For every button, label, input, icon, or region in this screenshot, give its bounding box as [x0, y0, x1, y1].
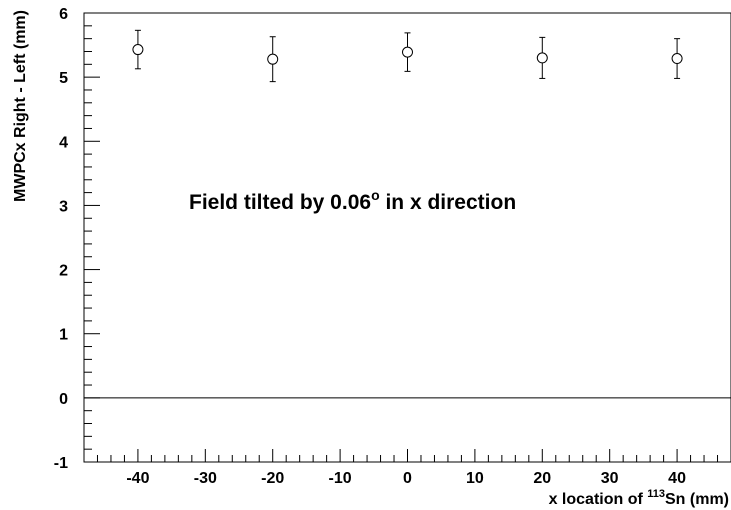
y-tick-label: 4	[59, 134, 68, 151]
annotation: Field tilted by 0.06o in x direction	[189, 187, 516, 214]
x-tick-label: 30	[601, 470, 619, 487]
point-marker	[671, 53, 683, 65]
y-axis-tick-labels: -1 0 1 2 3 4 5 6	[54, 6, 68, 472]
y-tick-label: 0	[59, 391, 68, 408]
x-tick-label: 20	[533, 470, 551, 487]
annotation-text-end: in x direction	[380, 191, 517, 214]
x-tick-label: -30	[194, 470, 217, 487]
x-axis-title-text-end: Sn (mm)	[665, 491, 729, 508]
data-point	[132, 29, 144, 70]
x-axis-ticks	[83, 449, 731, 462]
y-tick-label: -1	[54, 455, 68, 472]
point-marker	[536, 52, 548, 64]
y-tick-label: 6	[59, 6, 68, 23]
y-tick-label: 5	[59, 70, 68, 87]
data-point	[671, 38, 683, 79]
y-tick-label: 2	[59, 263, 68, 280]
x-tick-label: 10	[466, 470, 484, 487]
x-tick-label: 0	[403, 470, 412, 487]
y-axis-ticks	[84, 12, 100, 463]
x-axis-title-superscript: 113	[647, 488, 665, 500]
x-axis-title-text: x location of	[549, 491, 648, 508]
point-marker	[267, 53, 279, 65]
annotation-text: Field tilted by 0.06	[189, 191, 371, 214]
x-axis-title: x location of 113Sn (mm)	[549, 488, 729, 508]
data-point	[267, 36, 279, 83]
y-tick-label: 3	[59, 198, 68, 215]
data-point	[402, 32, 413, 72]
point-marker	[132, 44, 144, 56]
x-axis-tick-labels: -40 -30 -20 -10 0 10 20 30 40	[126, 470, 686, 487]
x-tick-label: -10	[329, 470, 352, 487]
y-tick-label: 1	[59, 327, 68, 344]
y-axis-title: MWPCx Right - Left (mm)	[12, 10, 29, 202]
plot-frame	[83, 12, 731, 463]
data-points	[132, 29, 683, 83]
data-point	[536, 36, 548, 79]
x-tick-label: -40	[126, 470, 149, 487]
x-tick-label: 40	[668, 470, 686, 487]
point-marker	[402, 46, 413, 58]
x-tick-label: -20	[261, 470, 284, 487]
annotation-superscript: o	[371, 187, 380, 203]
